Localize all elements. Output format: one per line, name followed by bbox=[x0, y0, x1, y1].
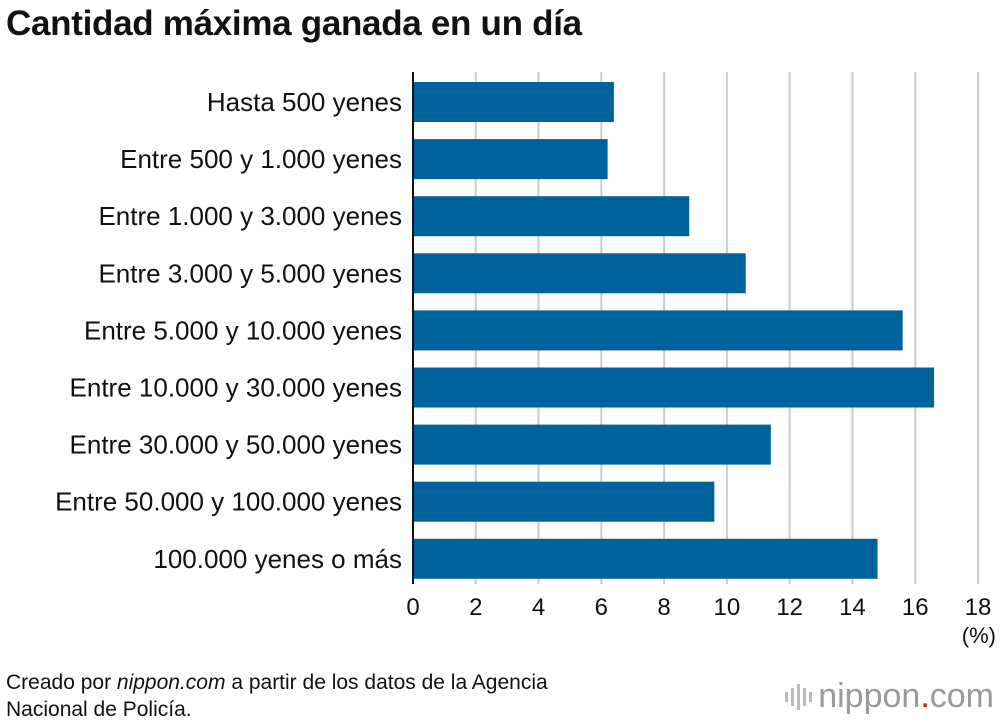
x-tick-label: 4 bbox=[532, 594, 545, 621]
x-tick-label: 6 bbox=[595, 594, 608, 621]
bar bbox=[413, 82, 614, 122]
bar bbox=[413, 481, 715, 522]
bar bbox=[413, 196, 690, 237]
brand-suffix: com bbox=[929, 677, 994, 715]
x-tick-label: 18 bbox=[965, 594, 992, 621]
x-tick-label: 8 bbox=[657, 594, 670, 621]
brand-dot: . bbox=[920, 677, 930, 715]
category-label: Entre 50.000 y 100.000 yenes bbox=[55, 487, 402, 517]
bar bbox=[413, 253, 746, 294]
brand-logo: nippon.com bbox=[785, 677, 994, 716]
bar bbox=[413, 538, 878, 579]
chart-title: Cantidad máxima ganada en un día bbox=[6, 4, 582, 43]
category-label: Entre 500 y 1.000 yenes bbox=[120, 144, 402, 174]
bar bbox=[413, 310, 903, 351]
bar bbox=[413, 367, 935, 408]
source-prefix: Creado por bbox=[6, 671, 117, 694]
x-tick-label: 10 bbox=[714, 594, 741, 621]
category-label: Hasta 500 yenes bbox=[207, 87, 402, 117]
x-unit-label: (%) bbox=[962, 623, 996, 648]
brand-name: nippon bbox=[818, 677, 921, 715]
category-label: Entre 5.000 y 10.000 yenes bbox=[84, 315, 402, 345]
x-tick-label: 2 bbox=[469, 594, 482, 621]
bar bbox=[413, 424, 771, 465]
category-label: Entre 3.000 y 5.000 yenes bbox=[98, 258, 402, 288]
source-line2: Nacional de Policía. bbox=[6, 698, 192, 721]
source-note: Creado por nippon.com a partir de los da… bbox=[6, 669, 548, 723]
source-site: nippon.com bbox=[116, 671, 226, 694]
category-label: Entre 1.000 y 3.000 yenes bbox=[98, 201, 402, 231]
category-label: Entre 30.000 y 50.000 yenes bbox=[70, 430, 402, 460]
category-label: Entre 10.000 y 30.000 yenes bbox=[70, 373, 402, 403]
x-tick-label: 0 bbox=[406, 594, 419, 621]
x-tick-label: 14 bbox=[839, 594, 866, 621]
brand-mark-icon bbox=[785, 683, 813, 711]
x-tick-label: 16 bbox=[902, 594, 929, 621]
source-line1-rest: a partir de los datos de la Agencia bbox=[225, 671, 548, 694]
x-tick-label: 12 bbox=[776, 594, 803, 621]
bar bbox=[413, 139, 608, 180]
category-label: 100.000 yenes o más bbox=[153, 544, 402, 574]
